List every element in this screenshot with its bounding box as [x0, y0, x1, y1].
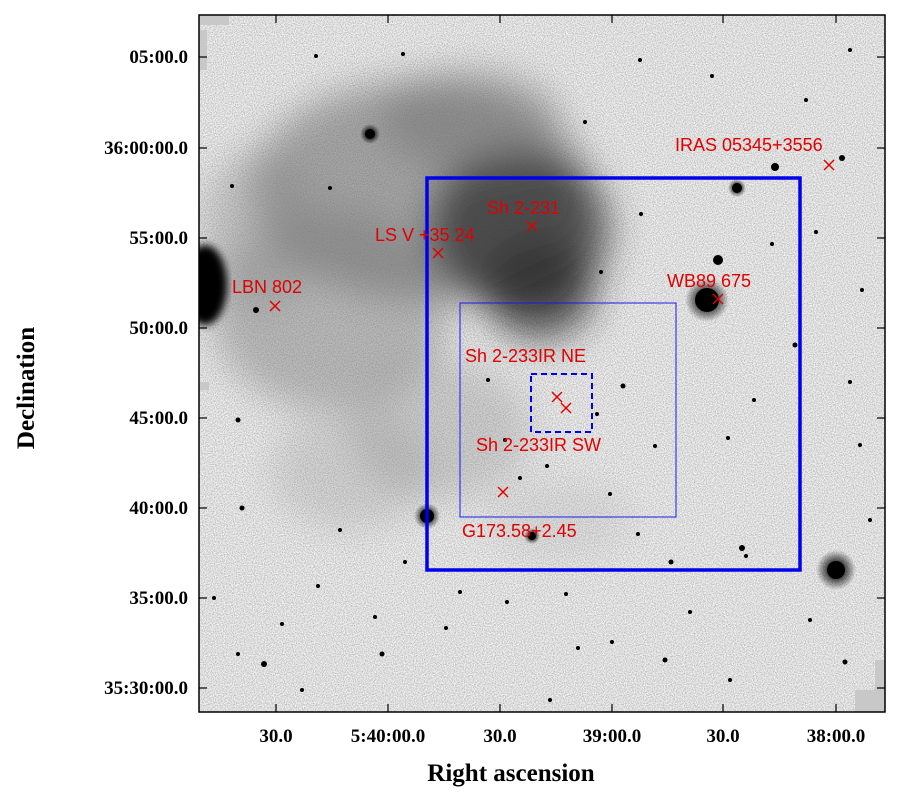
marker-lbn: [269, 300, 281, 312]
source-markers: [269, 159, 835, 498]
small-dashed-box: [530, 373, 593, 433]
label-ne: Sh 2-233IR NE: [465, 346, 586, 366]
plot-frame: [198, 14, 886, 713]
marker-lsv: [432, 247, 444, 259]
marker-sh2231: [526, 220, 538, 232]
x-tick-label: 38:00.0: [807, 726, 866, 747]
label-lbn: LBN 802: [232, 277, 302, 297]
x-tick-label: 39:00.0: [583, 726, 642, 747]
large-field-box: [425, 176, 802, 572]
y-tick-labels: 05:00.0 36:00:00.0 55:00.0 50:00.0 45:00…: [104, 47, 188, 699]
field-stars: [212, 48, 872, 702]
y-tick-label: 36:00:00.0: [104, 138, 188, 159]
label-wb89: WB89 675: [667, 271, 751, 291]
medium-field-box: [459, 302, 677, 518]
label-sw: Sh 2-233IR SW: [476, 435, 601, 455]
label-lsv: LS V +35 24: [375, 225, 475, 245]
marker-sw: [560, 402, 572, 414]
label-sh2231: Sh 2-231: [487, 198, 560, 218]
x-tick-label: 30.0: [706, 726, 739, 747]
bright-stars: [360, 124, 856, 590]
y-tick-label: 50:00.0: [129, 318, 188, 339]
label-iras: IRAS 05345+3556: [675, 135, 823, 155]
marker-wb89: [712, 293, 724, 305]
x-axis-title: Right ascension: [427, 760, 594, 787]
marker-iras: [823, 159, 835, 171]
marker-g173: [497, 486, 509, 498]
tick-marks: [199, 15, 885, 712]
y-tick-label: 05:00.0: [129, 47, 188, 68]
x-tick-label: 5:40:00.0: [351, 726, 425, 747]
nebula-emission: [200, 70, 630, 560]
y-axis-title: Declination: [13, 327, 40, 449]
missing-data-patches: [199, 15, 885, 712]
y-tick-label: 55:00.0: [129, 228, 188, 249]
x-tick-label: 30.0: [259, 726, 292, 747]
x-tick-labels: 30.0 5:40:00.0 30.0 39:00.0 30.0 38:00.0: [259, 726, 865, 747]
marker-ne: [551, 391, 563, 403]
x-tick-label: 30.0: [483, 726, 516, 747]
label-g173: G173.58+2.45: [462, 521, 577, 541]
sky-image: [199, 15, 885, 712]
y-tick-label: 35:00.0: [129, 588, 188, 609]
y-tick-label: 45:00.0: [129, 408, 188, 429]
y-tick-label: 40:00.0: [129, 498, 188, 519]
y-tick-label: 35:30:00.0: [104, 678, 188, 699]
left-edge-bright-region: [199, 245, 227, 325]
source-labels: IRAS 05345+3556 Sh 2-231 LS V +35 24 LBN…: [232, 135, 823, 541]
